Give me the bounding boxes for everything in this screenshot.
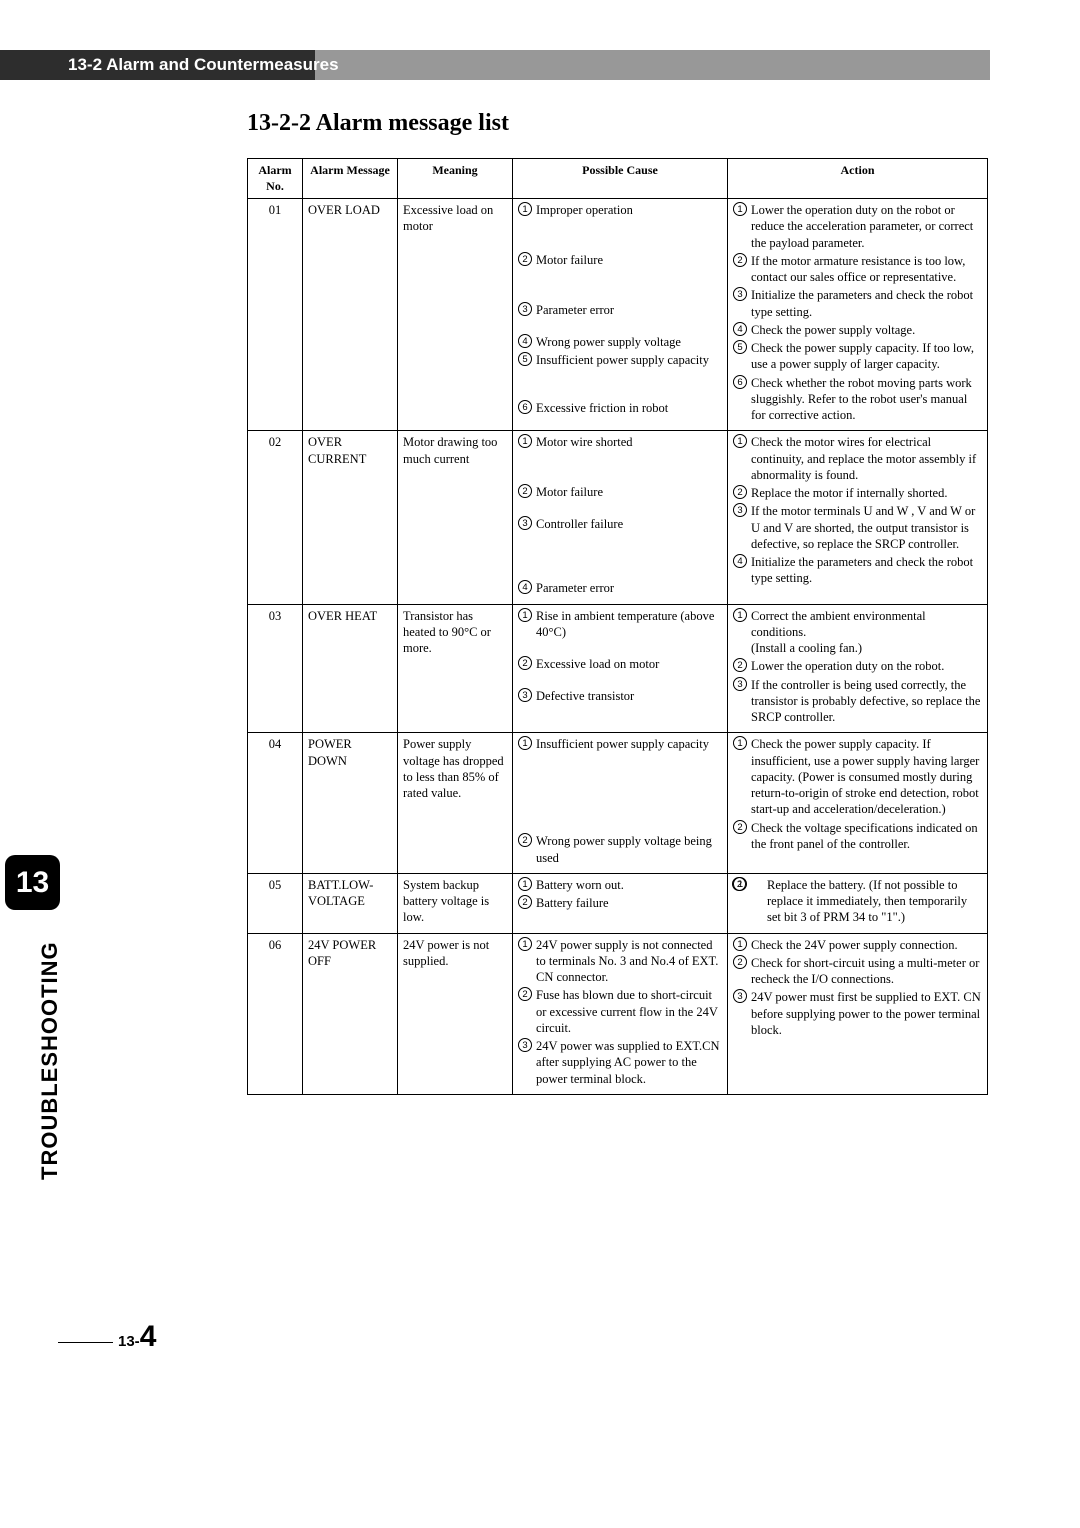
cell-alarm-msg: OVER HEAT <box>303 604 398 733</box>
table-header-row: Alarm No. Alarm Message Meaning Possible… <box>248 159 988 199</box>
cell-cause: 1 Improper operation2 Motor failure3 Par… <box>513 199 728 431</box>
cell-alarm-no: 02 <box>248 431 303 604</box>
alarm-table: Alarm No. Alarm Message Meaning Possible… <box>247 158 988 1095</box>
cell-alarm-msg: 24V POWER OFF <box>303 933 398 1094</box>
cell-action: 1 Check the motor wires for electrical c… <box>728 431 988 604</box>
chapter-tab: 13 <box>5 855 60 910</box>
cell-alarm-no: 04 <box>248 733 303 874</box>
cell-action: 12 Replace the battery. (If not possible… <box>728 873 988 933</box>
table-row: 0624V POWER OFF24V power is not supplied… <box>248 933 988 1094</box>
table-row: 03OVER HEATTransistor has heated to 90°C… <box>248 604 988 733</box>
th-alarm-no: Alarm No. <box>248 159 303 199</box>
th-cause: Possible Cause <box>513 159 728 199</box>
cell-alarm-no: 06 <box>248 933 303 1094</box>
header-banner-text: 13-2 Alarm and Countermeasures <box>68 50 339 80</box>
cell-meaning: Excessive load on motor <box>398 199 513 431</box>
cell-alarm-no: 05 <box>248 873 303 933</box>
cell-cause: 1 Insufficient power supply capacity2 Wr… <box>513 733 728 874</box>
cell-alarm-msg: OVER LOAD <box>303 199 398 431</box>
cell-meaning: 24V power is not supplied. <box>398 933 513 1094</box>
cell-action: 1 Check the 24V power supply connection.… <box>728 933 988 1094</box>
side-label: TROUBLESHOOTING <box>37 941 63 1180</box>
th-action: Action <box>728 159 988 199</box>
cell-alarm-msg: OVER CURRENT <box>303 431 398 604</box>
cell-cause: 1 24V power supply is not connected to t… <box>513 933 728 1094</box>
table-row: 05BATT.LOW-VOLTAGESystem backup battery … <box>248 873 988 933</box>
cell-meaning: System backup battery voltage is low. <box>398 873 513 933</box>
th-meaning: Meaning <box>398 159 513 199</box>
cell-action: 1 Correct the ambient environmental cond… <box>728 604 988 733</box>
cell-alarm-no: 03 <box>248 604 303 733</box>
page-number-num: 4 <box>140 1320 157 1353</box>
cell-action: 1 Lower the operation duty on the robot … <box>728 199 988 431</box>
cell-alarm-msg: POWER DOWN <box>303 733 398 874</box>
cell-alarm-no: 01 <box>248 199 303 431</box>
cell-alarm-msg: BATT.LOW-VOLTAGE <box>303 873 398 933</box>
page-number-prefix: 13- <box>118 1333 140 1350</box>
page-number-rule <box>58 1342 113 1343</box>
cell-meaning: Transistor has heated to 90°C or more. <box>398 604 513 733</box>
cell-cause: 1 Battery worn out.2 Battery failure <box>513 873 728 933</box>
table-row: 01OVER LOADExcessive load on motor1 Impr… <box>248 199 988 431</box>
th-alarm-msg: Alarm Message <box>303 159 398 199</box>
cell-action: 1 Check the power supply capacity. If in… <box>728 733 988 874</box>
table-row: 04POWER DOWNPower supply voltage has dro… <box>248 733 988 874</box>
cell-cause: 1 Motor wire shorted2 Motor failure3 Con… <box>513 431 728 604</box>
cell-cause: 1 Rise in ambient temperature (above 40°… <box>513 604 728 733</box>
cell-meaning: Motor drawing too much current <box>398 431 513 604</box>
section-title: 13-2-2 Alarm message list <box>247 110 509 137</box>
page-number: 13-4 <box>118 1320 156 1354</box>
cell-meaning: Power supply voltage has dropped to less… <box>398 733 513 874</box>
table-row: 02OVER CURRENTMotor drawing too much cur… <box>248 431 988 604</box>
